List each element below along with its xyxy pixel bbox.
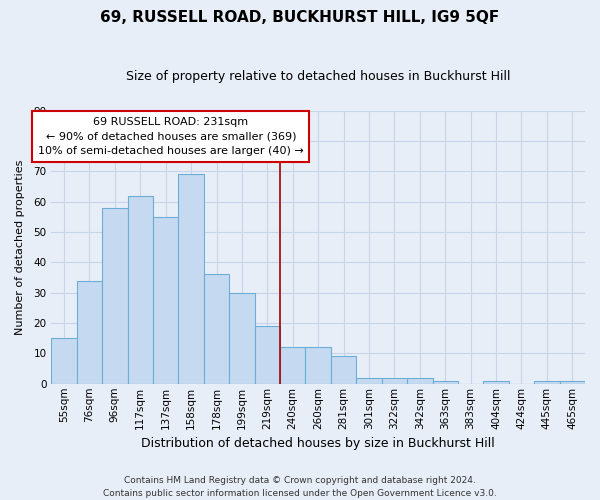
Bar (153, 217, 178, 384)
Bar (534, 380, 560, 384)
Bar (356, 378, 382, 384)
Bar (254, 326, 280, 384)
Bar (77, 280, 102, 384)
Bar (204, 274, 229, 384)
Bar (433, 380, 458, 384)
Bar (382, 378, 407, 384)
X-axis label: Distribution of detached houses by size in Buckhurst Hill: Distribution of detached houses by size … (141, 437, 495, 450)
Bar (560, 380, 585, 384)
Bar (128, 196, 153, 384)
Y-axis label: Number of detached properties: Number of detached properties (15, 160, 25, 335)
Title: Size of property relative to detached houses in Buckhurst Hill: Size of property relative to detached ho… (126, 70, 511, 83)
Bar (178, 174, 204, 384)
Bar (331, 356, 356, 384)
Text: Contains HM Land Registry data © Crown copyright and database right 2024.
Contai: Contains HM Land Registry data © Crown c… (103, 476, 497, 498)
Bar (102, 208, 128, 384)
Text: 69 RUSSELL ROAD: 231sqm
← 90% of detached houses are smaller (369)
10% of semi-d: 69 RUSSELL ROAD: 231sqm ← 90% of detache… (38, 116, 304, 156)
Bar (52, 338, 77, 384)
Bar (305, 348, 331, 384)
Bar (484, 380, 509, 384)
Bar (280, 348, 305, 384)
Bar (229, 292, 254, 384)
Bar (407, 378, 433, 384)
Text: 69, RUSSELL ROAD, BUCKHURST HILL, IG9 5QF: 69, RUSSELL ROAD, BUCKHURST HILL, IG9 5Q… (100, 10, 500, 25)
